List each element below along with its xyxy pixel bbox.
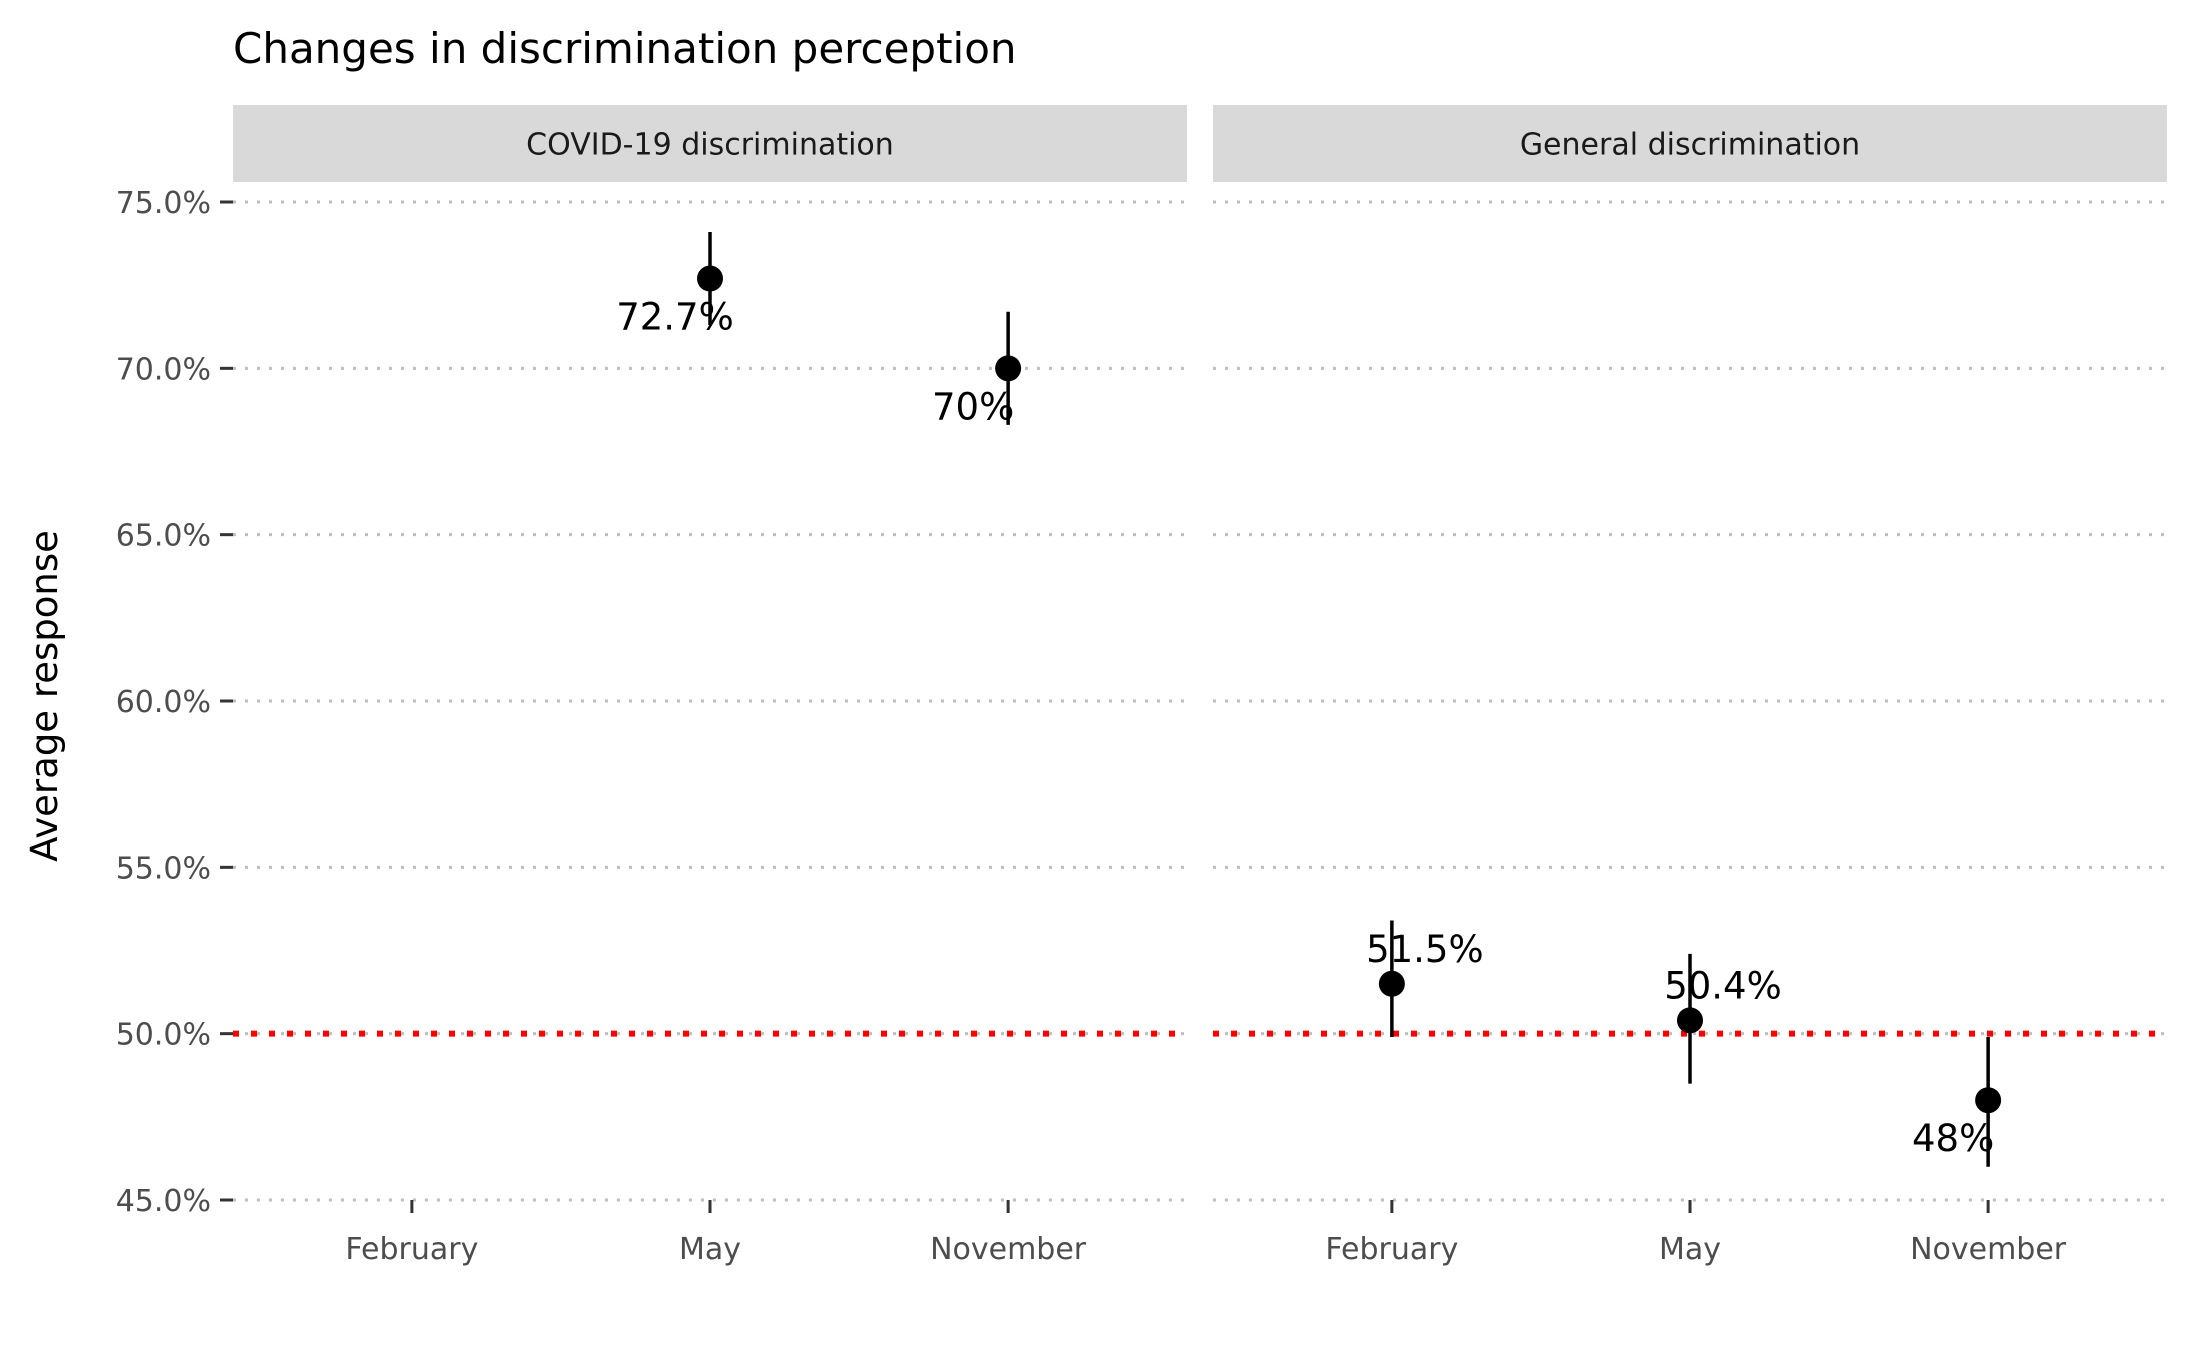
facet-panel: COVID-19 discrimination February May Novemb… [233,105,1187,1267]
data-point [1378,970,1405,997]
y-tick-label: 45.0% [116,1184,211,1219]
y-tick-label: 60.0% [116,685,211,720]
data-label: 70% [932,385,1014,428]
y-axis-title: Average response [23,530,66,862]
data-point [1975,1087,2002,1114]
x-tick-label: May [679,1232,741,1267]
x-tick-label: May [1659,1232,1721,1267]
facet-strip [233,105,1187,182]
facet-panels: COVID-19 discrimination February May Novemb… [233,105,2167,1267]
facet-strip [1213,105,2167,182]
y-axis: 45.0% 50.0% 55.0% 60.0% 65.0% 70.0% 75.0% [116,186,233,1219]
x-tick-label: November [930,1232,1087,1267]
data-label: 50.4% [1664,964,1782,1007]
y-tick-label: 55.0% [116,851,211,886]
data-point [1677,1007,1703,1034]
chart-title: Changes in discrimination perception [233,24,1017,73]
data-point [697,265,723,292]
x-tick-label: February [1325,1232,1458,1267]
data-label: 72.7% [616,296,734,339]
y-tick-label: 70.0% [116,352,211,387]
facet-panel: General discrimination February May Novembe… [1213,105,2167,1267]
y-tick-label: 65.0% [116,519,211,554]
data-label: 48% [1912,1117,1994,1160]
x-tick-label: February [345,1232,478,1267]
y-tick-label: 75.0% [116,186,211,221]
data-label: 51.5% [1366,928,1484,971]
data-point [995,355,1022,382]
facet-strip-label: General discrimination [1520,128,1860,163]
y-tick-label: 50.0% [116,1018,211,1053]
facet-strip-label: COVID-19 discrimination [526,128,894,163]
x-tick-label: November [1910,1232,2067,1267]
